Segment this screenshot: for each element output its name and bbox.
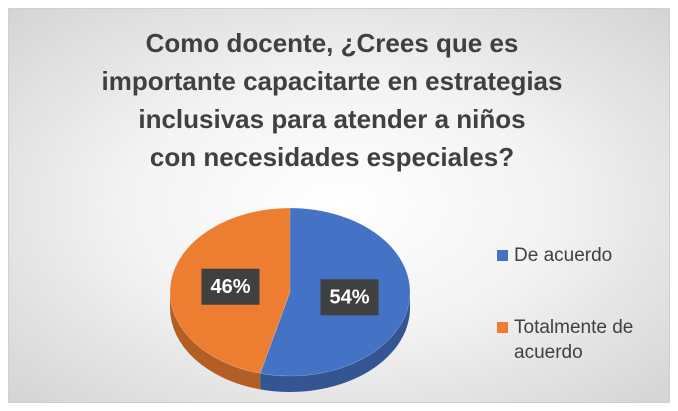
data-label-box — [201, 268, 260, 305]
legend-swatch — [497, 322, 508, 333]
legend-swatch — [497, 250, 508, 261]
pie-slice-side — [170, 292, 261, 390]
data-label: 46% — [210, 276, 250, 298]
data-label: 54% — [330, 287, 370, 309]
chart-title: Como docente, ¿Crees que es importante c… — [101, 28, 563, 172]
legend-label: Totalmente de acuerdo — [514, 317, 634, 363]
data-label-box — [320, 279, 379, 316]
legend-label: De acuerdo — [514, 245, 613, 266]
pie-slice-side — [260, 292, 410, 392]
